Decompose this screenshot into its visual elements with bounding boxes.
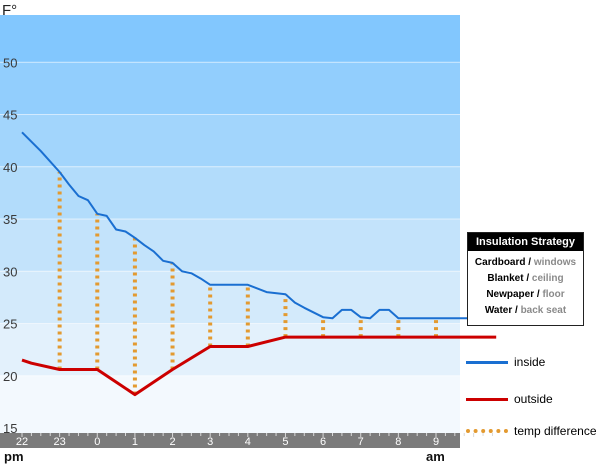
insulation-row: Newpaper / floor: [468, 287, 583, 303]
insulation-location: windows: [533, 257, 577, 268]
y-tick-label: 25: [3, 317, 17, 332]
y-axis-labels: 15 20 25 30 35 40 45 50: [3, 55, 17, 436]
y-unit-label: F°: [2, 2, 17, 19]
x-tick-label: 23: [54, 436, 66, 448]
x-tick-label: 5: [282, 436, 288, 448]
legend-label-temp-difference: temp difference: [514, 424, 597, 438]
insulation-row: Cardboard / windows: [468, 255, 583, 271]
legend-item-outside: outside: [466, 390, 600, 410]
y-tick-label: 50: [3, 55, 17, 70]
inside-series-line: [21, 131, 498, 320]
inside-swatch: [466, 361, 508, 364]
y-tick-label: 30: [3, 264, 17, 279]
background-band: [0, 62, 460, 115]
legend-label-outside: outside: [514, 392, 553, 406]
outside-series-line: [21, 335, 497, 397]
legend-item-temp-difference: temp difference: [466, 422, 600, 442]
x-tick-label: 0: [94, 436, 100, 448]
x-tick-label: 22: [16, 436, 28, 448]
insulation-separator: /: [512, 305, 521, 316]
y-tick-label: 20: [3, 369, 17, 384]
insulation-separator: /: [523, 273, 532, 284]
background-band: [0, 323, 460, 376]
insulation-separator: /: [525, 257, 534, 268]
temp-difference-swatch: [466, 429, 508, 433]
legend-label-inside: inside: [514, 355, 546, 369]
x-tick-label: 1: [132, 436, 138, 448]
insulation-material: Water: [484, 305, 513, 316]
y-tick-label: 35: [3, 212, 17, 227]
band-separators: [0, 61, 460, 377]
x-tick-label: 9: [433, 436, 439, 448]
insulation-location: floor: [542, 289, 565, 300]
background-band: [0, 271, 460, 324]
y-tick-label: 15: [3, 421, 17, 436]
insulation-location: ceiling: [531, 273, 564, 284]
x-period-start-label: pm: [4, 449, 24, 464]
outside-swatch: [466, 398, 508, 401]
insulation-material: Blanket: [487, 273, 524, 284]
insulation-row: Blanket / ceiling: [468, 271, 583, 287]
legend-item-inside: inside: [466, 353, 600, 373]
insulation-material: Cardboard: [474, 257, 526, 268]
background-band: [0, 375, 460, 433]
x-tick-label: 7: [358, 436, 364, 448]
y-tick-label: 40: [3, 160, 17, 175]
x-axis-bar: 22 23 0 1 2 3 4 5 6 7 8 9: [0, 433, 493, 448]
x-period-end-label: am: [426, 449, 445, 464]
x-axis-background: [0, 433, 460, 448]
background-band: [0, 15, 460, 63]
insulation-legend: Insulation Strategy Cardboard / windows …: [467, 232, 584, 326]
x-tick-label: 3: [207, 436, 213, 448]
x-tick-label: 4: [245, 436, 251, 448]
x-tick-label: 8: [395, 436, 401, 448]
background-band: [0, 219, 460, 272]
insulation-row: Water / back seat: [468, 303, 583, 319]
x-tick-label: 6: [320, 436, 326, 448]
background-band: [0, 114, 460, 167]
insulation-legend-title: Insulation Strategy: [468, 233, 583, 251]
x-tick-label: 2: [169, 436, 175, 448]
temp-difference-series: [57, 171, 438, 395]
insulation-material: Newpaper: [486, 289, 535, 300]
insulation-separator: /: [534, 289, 543, 300]
y-tick-label: 45: [3, 108, 17, 123]
background-band: [0, 166, 460, 219]
insulation-location: back seat: [520, 305, 567, 316]
